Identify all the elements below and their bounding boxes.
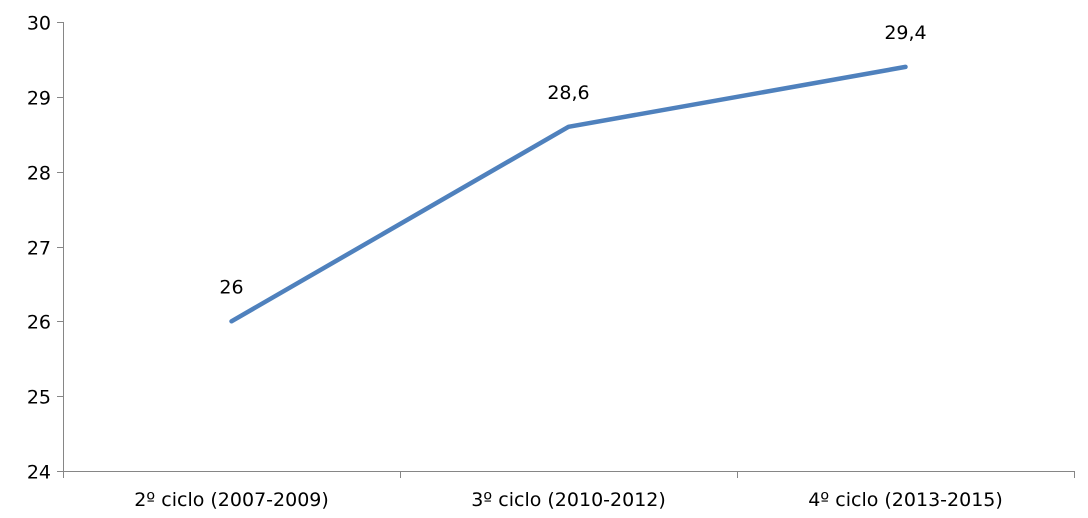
data-label: 29,4 <box>884 22 926 44</box>
data-label: 26 <box>219 276 243 298</box>
y-tick-label: 27 <box>27 238 51 260</box>
y-tick-label: 29 <box>27 88 51 110</box>
y-tick-label: 30 <box>27 13 51 35</box>
series-line <box>229 64 908 324</box>
x-tick-label: 4º ciclo (2013-2015) <box>808 489 1003 511</box>
y-tick-label: 28 <box>27 163 51 185</box>
data-label: 28,6 <box>547 82 589 104</box>
y-tick-label: 24 <box>27 462 51 484</box>
series-layer <box>229 64 908 324</box>
x-tick-label: 2º ciclo (2007-2009) <box>134 489 329 511</box>
y-tick-label: 25 <box>27 387 51 409</box>
axes-layer: 24 25 26 27 28 29 30 2º ciclo (2007-2009) 3º cic… <box>27 13 1075 511</box>
x-tick-label: 3º ciclo (2010-2012) <box>471 489 666 511</box>
y-tick-label: 26 <box>27 312 51 334</box>
labels-layer: 26 28,6 29,4 <box>219 22 926 298</box>
